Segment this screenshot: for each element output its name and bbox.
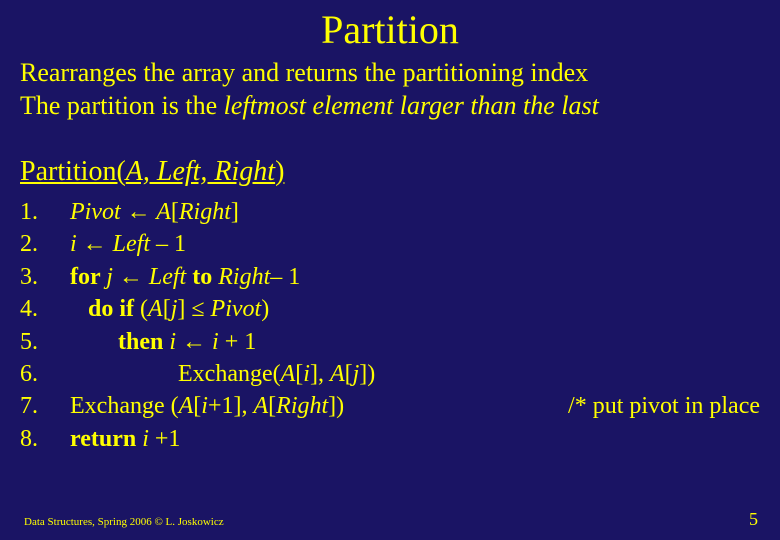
line-number: 8.	[20, 423, 70, 455]
code-line-7: 7. Exchange (A[i+1], A[Right]) /* put pi…	[20, 390, 760, 422]
code-text: do if (A[j] ≤ Pivot)	[70, 293, 760, 325]
desc-line1: Rearranges the array and returns the par…	[20, 58, 588, 87]
line-number: 6.	[20, 358, 70, 390]
func-close: )	[275, 156, 284, 187]
code-text: Exchange(A[i], A[j])	[70, 358, 760, 390]
func-args: A, Left, Right	[126, 156, 275, 187]
line-number: 3.	[20, 261, 70, 293]
slide-title: Partition	[20, 6, 760, 53]
arrow-icon: ←	[119, 263, 143, 290]
code-line-1: 1. Pivot ← A[Right]	[20, 196, 760, 228]
code-text: for j ← Left to Right– 1	[70, 261, 760, 293]
code-line-4: 4. do if (A[j] ≤ Pivot)	[20, 293, 760, 325]
slide-description: Rearranges the array and returns the par…	[20, 57, 760, 122]
code-text: then i ← i + 1	[70, 326, 760, 358]
arrow-icon: ←	[182, 328, 206, 355]
code-line-2: 2. i ← Left – 1	[20, 228, 760, 260]
line-number: 1.	[20, 196, 70, 228]
code-line-3: 3. for j ← Left to Right– 1	[20, 261, 760, 293]
pseudocode-block: 1. Pivot ← A[Right] 2. i ← Left – 1 3. f…	[20, 196, 760, 455]
code-line-6: 6. Exchange(A[i], A[j])	[20, 358, 760, 390]
code-text: i ← Left – 1	[70, 228, 760, 260]
page-number: 5	[749, 509, 758, 530]
code-line-8: 8. return i +1	[20, 423, 760, 455]
footer-text: Data Structures, Spring 2006 © L. Joskow…	[24, 516, 224, 528]
line-number: 5.	[20, 326, 70, 358]
line-number: 2.	[20, 228, 70, 260]
code-text: return i +1	[70, 423, 760, 455]
code-line-5: 5. then i ← i + 1	[20, 326, 760, 358]
code-text: Pivot ← A[Right]	[70, 196, 760, 228]
line-number: 7.	[20, 390, 70, 422]
slide: Partition Rearranges the array and retur…	[0, 0, 780, 540]
func-name: Partition(	[20, 156, 126, 187]
desc-line2-italic: leftmost element larger than the last	[224, 91, 599, 120]
function-signature: Partition(A, Left, Right)	[20, 156, 760, 188]
code-text: Exchange (A[i+1], A[Right])	[70, 390, 548, 422]
arrow-icon: ←	[127, 198, 151, 225]
arrow-icon: ←	[83, 230, 107, 257]
code-comment: /* put pivot in place	[548, 390, 760, 422]
desc-line2-plain: The partition is the	[20, 91, 224, 120]
line-number: 4.	[20, 293, 70, 325]
